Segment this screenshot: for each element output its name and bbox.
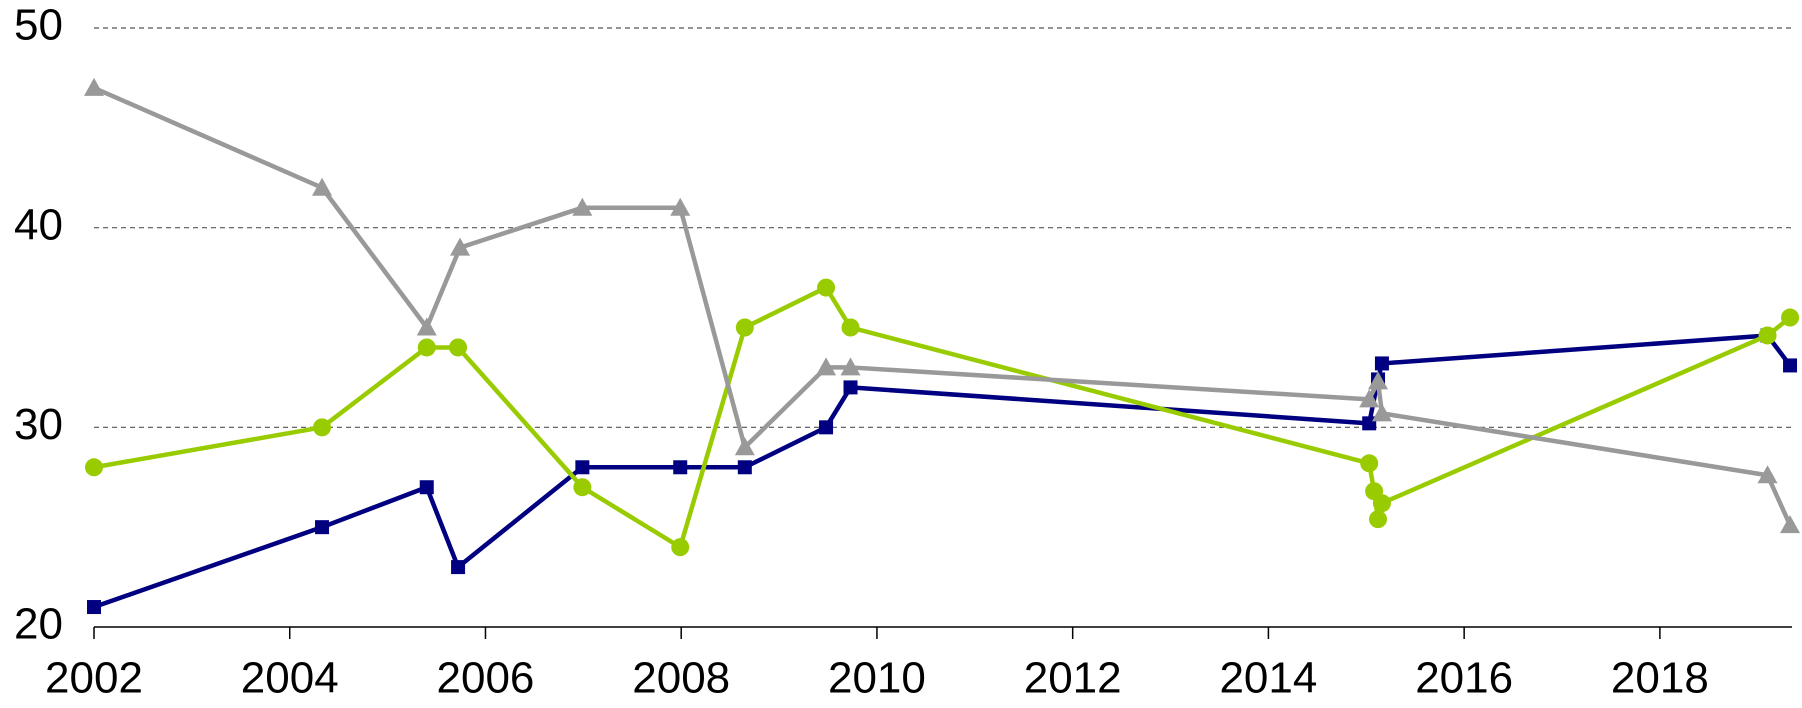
marker <box>1360 454 1379 473</box>
marker <box>840 357 861 376</box>
marker <box>1368 371 1389 390</box>
marker <box>1371 403 1392 422</box>
x-tick-label: 2006 <box>437 654 535 703</box>
marker <box>315 520 330 535</box>
marker <box>1757 465 1778 484</box>
marker <box>1369 510 1388 529</box>
marker <box>671 538 690 557</box>
x-tick-label: 2016 <box>1415 654 1513 703</box>
marker <box>451 560 466 575</box>
marker <box>419 480 434 495</box>
marker <box>573 478 592 497</box>
marker <box>819 420 834 435</box>
x-tick-label: 2004 <box>241 654 339 703</box>
marker <box>817 278 836 297</box>
marker <box>572 197 593 216</box>
marker <box>1781 308 1800 327</box>
marker <box>84 77 104 96</box>
marker <box>85 458 103 477</box>
marker <box>1362 416 1377 431</box>
marker <box>735 318 754 337</box>
x-tick-label: 2008 <box>632 654 730 703</box>
marker <box>841 318 860 337</box>
x-tick-label: 2002 <box>45 654 143 703</box>
marker <box>575 460 590 475</box>
marker <box>1758 326 1777 345</box>
marker <box>670 197 691 216</box>
marker <box>737 460 752 475</box>
marker <box>1780 515 1801 534</box>
marker <box>417 338 436 357</box>
x-tick-label: 2018 <box>1611 654 1709 703</box>
marker <box>816 357 837 376</box>
y-tick-label: 20 <box>14 600 63 649</box>
marker <box>734 437 755 456</box>
x-tick-label: 2012 <box>1024 654 1122 703</box>
marker <box>449 338 468 357</box>
marker <box>450 237 471 256</box>
y-tick-label: 30 <box>14 400 63 449</box>
marker <box>1374 356 1389 371</box>
marker <box>313 418 332 437</box>
marker <box>87 600 101 615</box>
series-line <box>93 85 1793 527</box>
marker <box>1783 358 1798 373</box>
marker <box>843 380 858 395</box>
marker <box>1372 494 1391 513</box>
marker <box>416 317 437 336</box>
series-line <box>93 333 1792 610</box>
x-tick-label: 2010 <box>828 654 926 703</box>
x-tick-label: 2014 <box>1219 654 1317 703</box>
marker <box>1359 389 1380 408</box>
marker <box>312 177 333 196</box>
marker <box>673 460 688 475</box>
y-tick-label: 50 <box>14 1 63 50</box>
y-tick-label: 40 <box>14 200 63 249</box>
series-line <box>93 285 1792 550</box>
